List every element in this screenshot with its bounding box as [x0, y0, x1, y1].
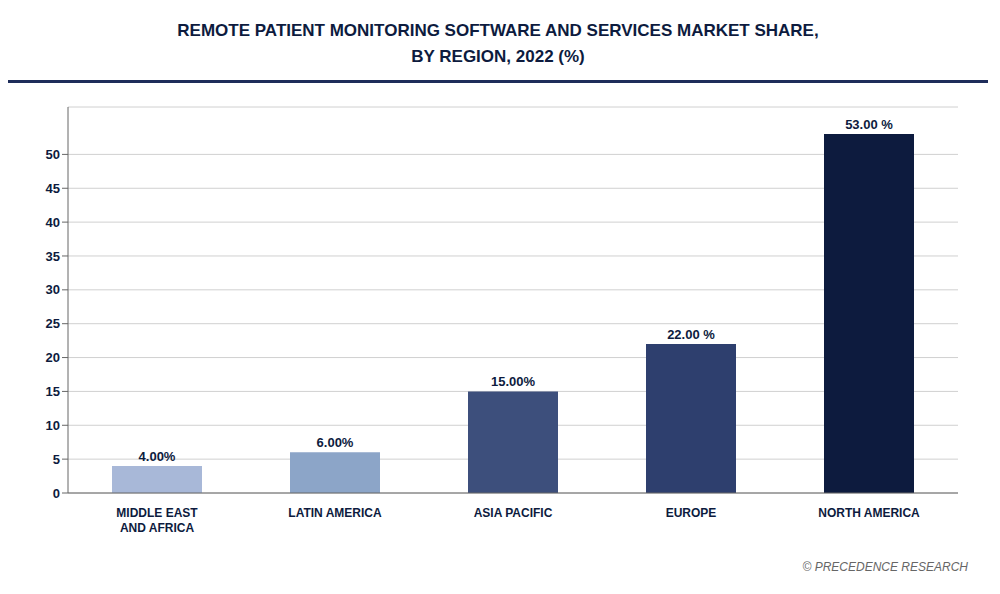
html-text:REMOTE PATIENT MONITORING SOFT: REMOTE PATIENT MONITORING SOFTWARE AND S…	[177, 21, 819, 40]
svg-text:50: 50	[46, 147, 60, 162]
svg-text:LATIN AMERICA: LATIN AMERICA	[288, 506, 382, 520]
svg-text:6.00%: 6.00%	[317, 435, 354, 450]
svg-text:22.00 %: 22.00 %	[667, 327, 715, 342]
html-text:© PRECEDENCE RESEARCH: © PRECEDENCE RESEARCH	[802, 560, 968, 574]
svg-text:35: 35	[46, 249, 60, 264]
html-text:BY REGION, 2022 (%): BY REGION, 2022 (%)	[411, 47, 585, 66]
svg-text:30: 30	[46, 282, 60, 297]
svg-text:NORTH AMERICA: NORTH AMERICA	[818, 506, 920, 520]
svg-text:15: 15	[46, 384, 60, 399]
svg-text:15.00%: 15.00%	[491, 374, 536, 389]
svg-text:ASIA PACIFIC: ASIA PACIFIC	[474, 506, 553, 520]
svg-text:10: 10	[46, 418, 60, 433]
svg-text:25: 25	[46, 316, 60, 331]
svg-text:5: 5	[53, 452, 60, 467]
svg-text:0: 0	[53, 486, 60, 501]
svg-text:53.00 %: 53.00 %	[845, 117, 893, 132]
svg-text:40: 40	[46, 215, 60, 230]
svg-text:4.00%: 4.00%	[139, 449, 176, 464]
svg-text:45: 45	[46, 181, 60, 196]
svg-text:MIDDLE EASTAND AFRICA: MIDDLE EASTAND AFRICA	[116, 506, 198, 535]
svg-text:20: 20	[46, 350, 60, 365]
svg-text:EUROPE: EUROPE	[666, 506, 717, 520]
